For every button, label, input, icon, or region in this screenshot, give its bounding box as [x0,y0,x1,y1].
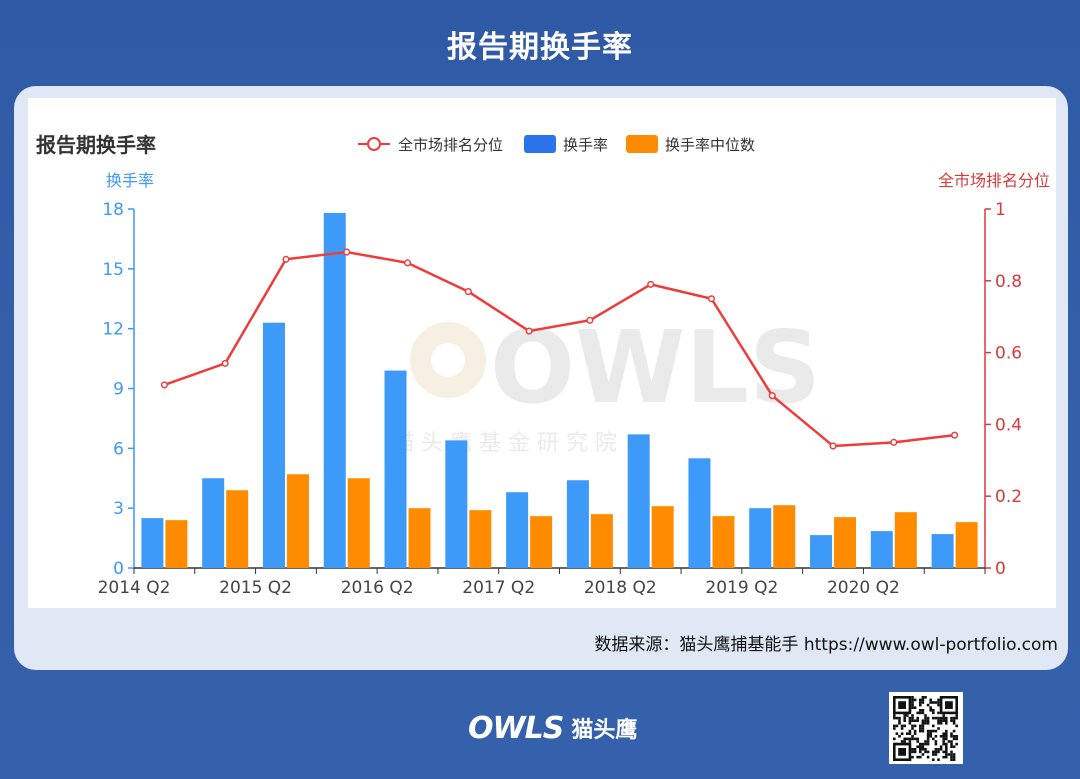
brand-footer: OWLS 猫头鹰 [468,710,637,746]
brand-name: 猫头鹰 [571,718,638,743]
data-source: 数据来源：猫头鹰捕基能手 https://www.owl-portfolio.c… [594,635,1058,655]
qr-code [889,692,963,764]
page-title: 报告期换手率 [447,30,633,65]
owls-logo: OWLS [468,710,564,746]
plot-panel [28,98,1056,608]
qr-code-graphic [893,696,958,761]
